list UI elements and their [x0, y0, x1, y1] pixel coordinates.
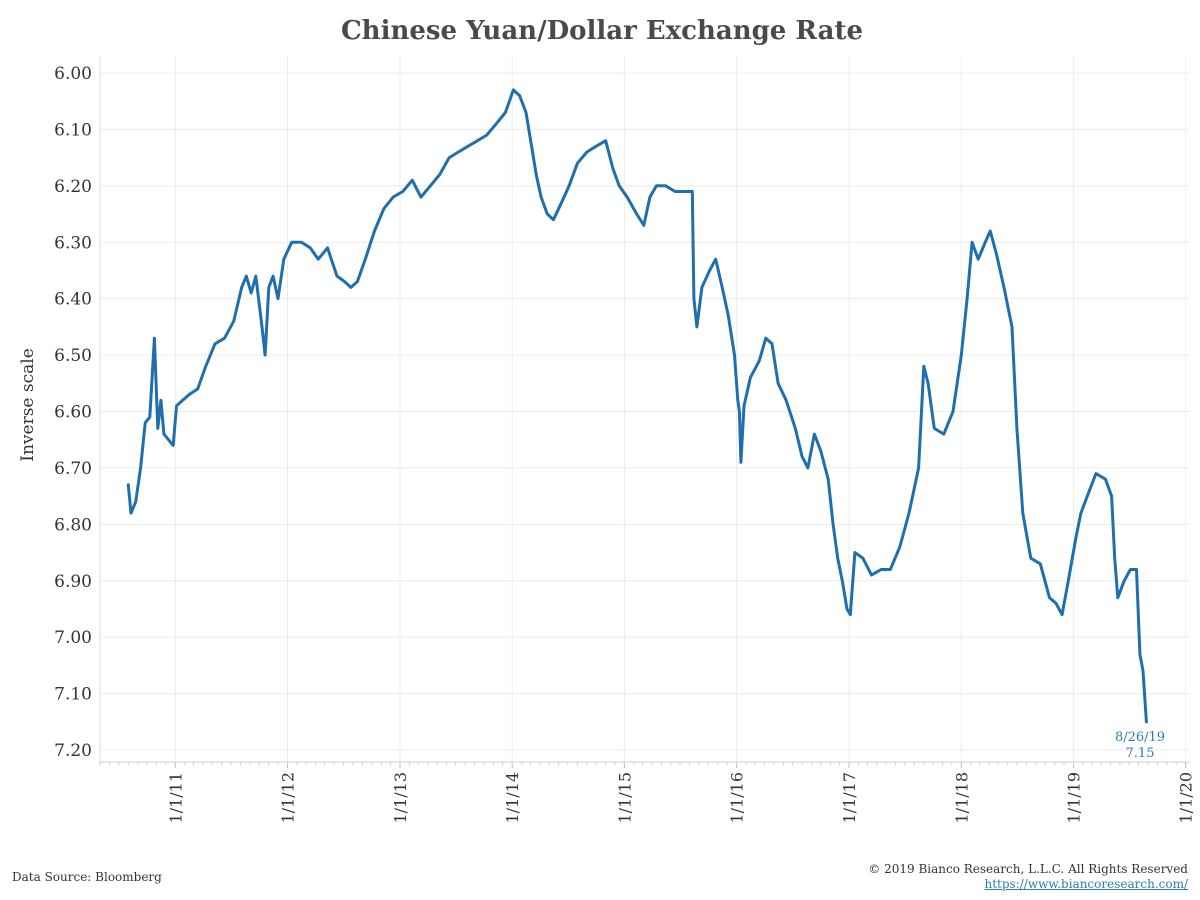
- grid: [99, 56, 1190, 763]
- x-tick-label: 1/1/14: [503, 772, 522, 824]
- data-source: Data Source: Bloomberg: [12, 870, 162, 884]
- y-tick-label: 6.80: [54, 515, 92, 535]
- x-tick-label: 1/1/15: [615, 772, 634, 824]
- x-tick-label: 1/1/13: [391, 772, 410, 824]
- y-tick-label: 6.00: [54, 64, 92, 84]
- y-tick-label: 6.30: [54, 233, 92, 253]
- footer-right: © 2019 Bianco Research, L.L.C. All Right…: [868, 862, 1188, 892]
- x-tick-label: 1/1/12: [279, 772, 298, 824]
- x-tick-label: 1/1/19: [1064, 772, 1083, 824]
- annotation-value: 7.15: [1126, 746, 1155, 761]
- y-tick-label: 6.40: [54, 290, 92, 310]
- x-tick-label: 1/1/20: [1177, 772, 1196, 824]
- y-tick-label: 6.20: [54, 177, 92, 197]
- y-tick-label: 7.10: [54, 685, 92, 705]
- x-tick-label: 1/1/11: [166, 772, 185, 824]
- chart-title: Chinese Yuan/Dollar Exchange Rate: [341, 16, 863, 46]
- y-tick-label: 6.50: [54, 346, 92, 366]
- y-axis-title: Inverse scale: [18, 348, 38, 462]
- x-tick-label: 1/1/17: [840, 772, 859, 824]
- y-tick-label: 6.70: [54, 459, 92, 479]
- y-tick-label: 6.10: [54, 120, 92, 140]
- y-tick-label: 7.20: [54, 741, 92, 761]
- annotation: 8/26/19 7.15: [1115, 730, 1165, 761]
- x-tick-label: 1/1/18: [952, 772, 971, 824]
- y-axis: 6.00 6.10 6.20 6.30 6.40 6.50 6.60 6.70 6.80 6.90…: [54, 64, 92, 761]
- series-layer: [126, 88, 1148, 724]
- x-axis: 1/1/11 1/1/12 1/1/13 1/1/14 1/1/15 1/1/16 1/1/…: [99, 762, 1196, 824]
- annotation-date: 8/26/19: [1115, 730, 1165, 745]
- series-line: [126, 88, 1148, 724]
- x-tick-label: 1/1/16: [728, 772, 747, 824]
- y-tick-label: 6.90: [54, 572, 92, 592]
- y-tick-label: 6.60: [54, 403, 92, 423]
- y-tick-label: 7.00: [54, 628, 92, 648]
- website-link[interactable]: https://www.biancoresearch.com/: [984, 877, 1188, 891]
- copyright: © 2019 Bianco Research, L.L.C. All Right…: [868, 862, 1188, 876]
